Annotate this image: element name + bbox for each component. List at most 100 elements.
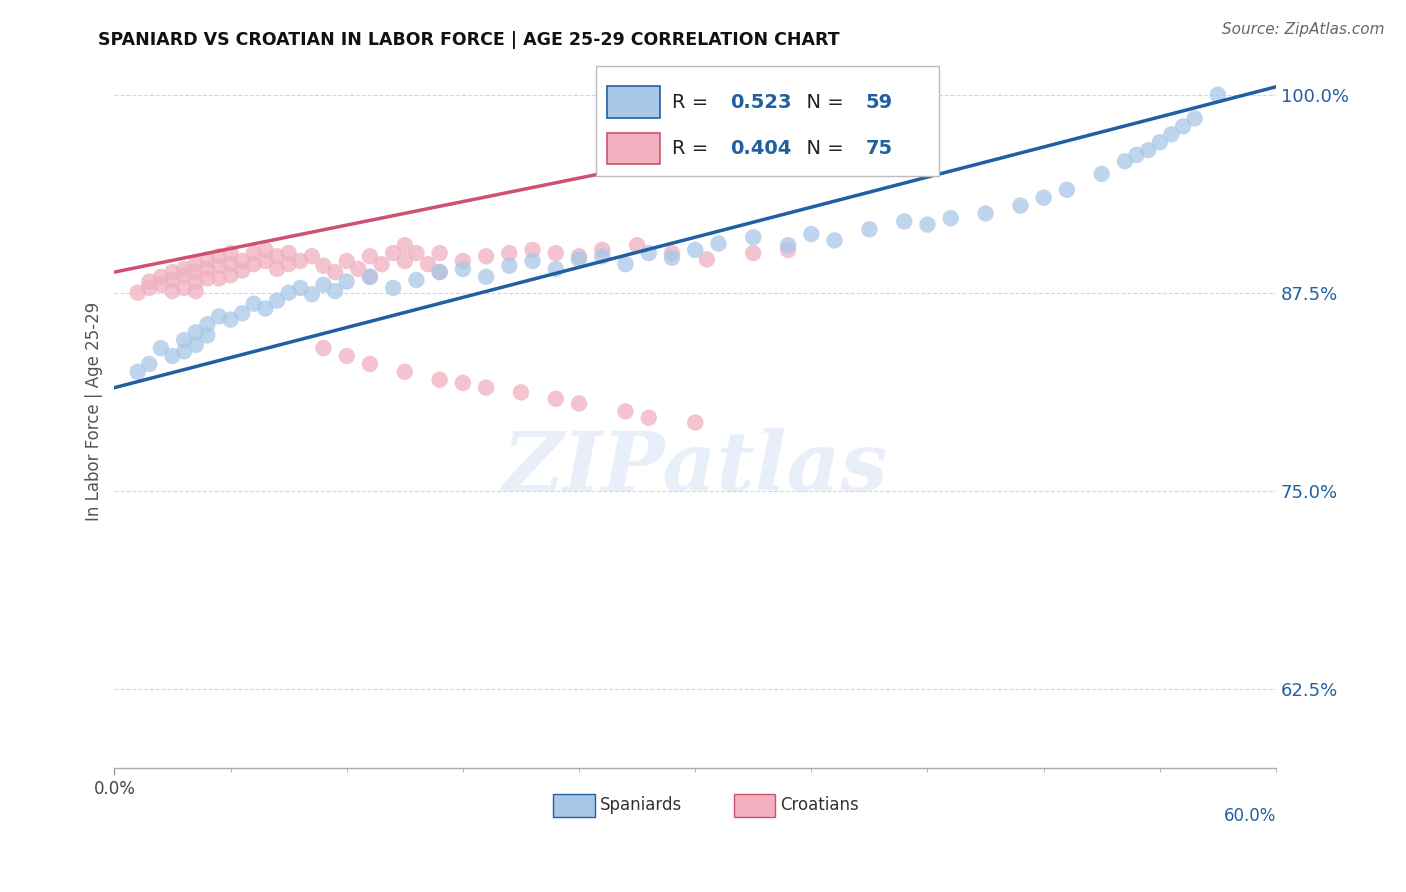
Point xyxy=(184,275,207,289)
FancyBboxPatch shape xyxy=(607,133,661,164)
Point xyxy=(312,277,335,292)
Point xyxy=(475,381,498,395)
Point xyxy=(173,333,195,347)
Point xyxy=(173,281,195,295)
Point xyxy=(162,349,184,363)
Point xyxy=(707,236,730,251)
FancyBboxPatch shape xyxy=(554,794,595,817)
Point xyxy=(394,365,416,379)
Point xyxy=(475,269,498,284)
Point xyxy=(184,325,207,339)
Point xyxy=(254,254,277,268)
Point xyxy=(696,252,718,267)
Point xyxy=(138,275,160,289)
Point xyxy=(1184,112,1206,126)
Point xyxy=(208,271,231,285)
Point xyxy=(416,257,439,271)
Point xyxy=(266,293,288,308)
Point xyxy=(568,252,591,267)
Point xyxy=(824,234,846,248)
Point xyxy=(522,254,544,268)
Point xyxy=(614,257,637,271)
Point xyxy=(429,246,451,260)
Point xyxy=(451,261,474,276)
Point xyxy=(184,257,207,271)
Text: 0.404: 0.404 xyxy=(730,139,792,158)
Point xyxy=(138,357,160,371)
Point xyxy=(173,344,195,359)
Point xyxy=(1125,148,1147,162)
Point xyxy=(184,284,207,298)
Text: Source: ZipAtlas.com: Source: ZipAtlas.com xyxy=(1222,22,1385,37)
Point xyxy=(184,265,207,279)
Text: N =: N = xyxy=(794,139,849,158)
Point xyxy=(451,254,474,268)
Point xyxy=(661,251,683,265)
Point xyxy=(591,243,613,257)
Point xyxy=(661,246,683,260)
Point xyxy=(429,265,451,279)
Point xyxy=(173,261,195,276)
Point xyxy=(382,281,405,295)
Point xyxy=(498,259,520,273)
Point xyxy=(359,249,381,263)
Text: 0.523: 0.523 xyxy=(730,93,792,112)
Point xyxy=(208,310,231,324)
Point xyxy=(243,297,266,311)
Point xyxy=(1206,87,1229,102)
Point xyxy=(637,246,659,260)
Point xyxy=(277,246,299,260)
Point xyxy=(1137,143,1160,157)
Point xyxy=(127,365,149,379)
Text: Croatians: Croatians xyxy=(780,797,859,814)
Point xyxy=(1171,120,1194,134)
Point xyxy=(162,284,184,298)
Point xyxy=(195,328,218,343)
Point xyxy=(568,396,591,410)
Point xyxy=(498,246,520,260)
Point xyxy=(290,281,312,295)
Point xyxy=(359,357,381,371)
Point xyxy=(149,277,172,292)
Point xyxy=(173,268,195,283)
Point xyxy=(591,249,613,263)
Point xyxy=(254,243,277,257)
Point xyxy=(405,246,427,260)
Point xyxy=(405,273,427,287)
Point xyxy=(231,306,253,320)
Point xyxy=(162,265,184,279)
Point xyxy=(277,285,299,300)
Point xyxy=(127,285,149,300)
Point xyxy=(778,243,800,257)
Point xyxy=(323,265,346,279)
Point xyxy=(184,338,207,352)
Point xyxy=(149,341,172,355)
Point xyxy=(974,206,997,220)
Text: R =: R = xyxy=(672,93,714,112)
Point xyxy=(858,222,880,236)
Point xyxy=(347,261,370,276)
Point xyxy=(1114,154,1136,169)
Point xyxy=(336,275,359,289)
Point xyxy=(917,218,939,232)
Point xyxy=(544,261,567,276)
Point xyxy=(312,259,335,273)
Point xyxy=(149,269,172,284)
Point xyxy=(475,249,498,263)
Point xyxy=(742,246,765,260)
Text: ZIPatlas: ZIPatlas xyxy=(502,428,889,508)
Point xyxy=(208,249,231,263)
Point xyxy=(359,269,381,284)
Point xyxy=(243,246,266,260)
Point xyxy=(1010,198,1032,212)
Point xyxy=(568,249,591,263)
Point xyxy=(195,252,218,267)
Point xyxy=(1032,191,1054,205)
Point xyxy=(1056,183,1078,197)
Point xyxy=(195,271,218,285)
Point xyxy=(277,257,299,271)
Point xyxy=(208,259,231,273)
Point xyxy=(231,254,253,268)
Point xyxy=(510,385,533,400)
Point xyxy=(683,416,706,430)
